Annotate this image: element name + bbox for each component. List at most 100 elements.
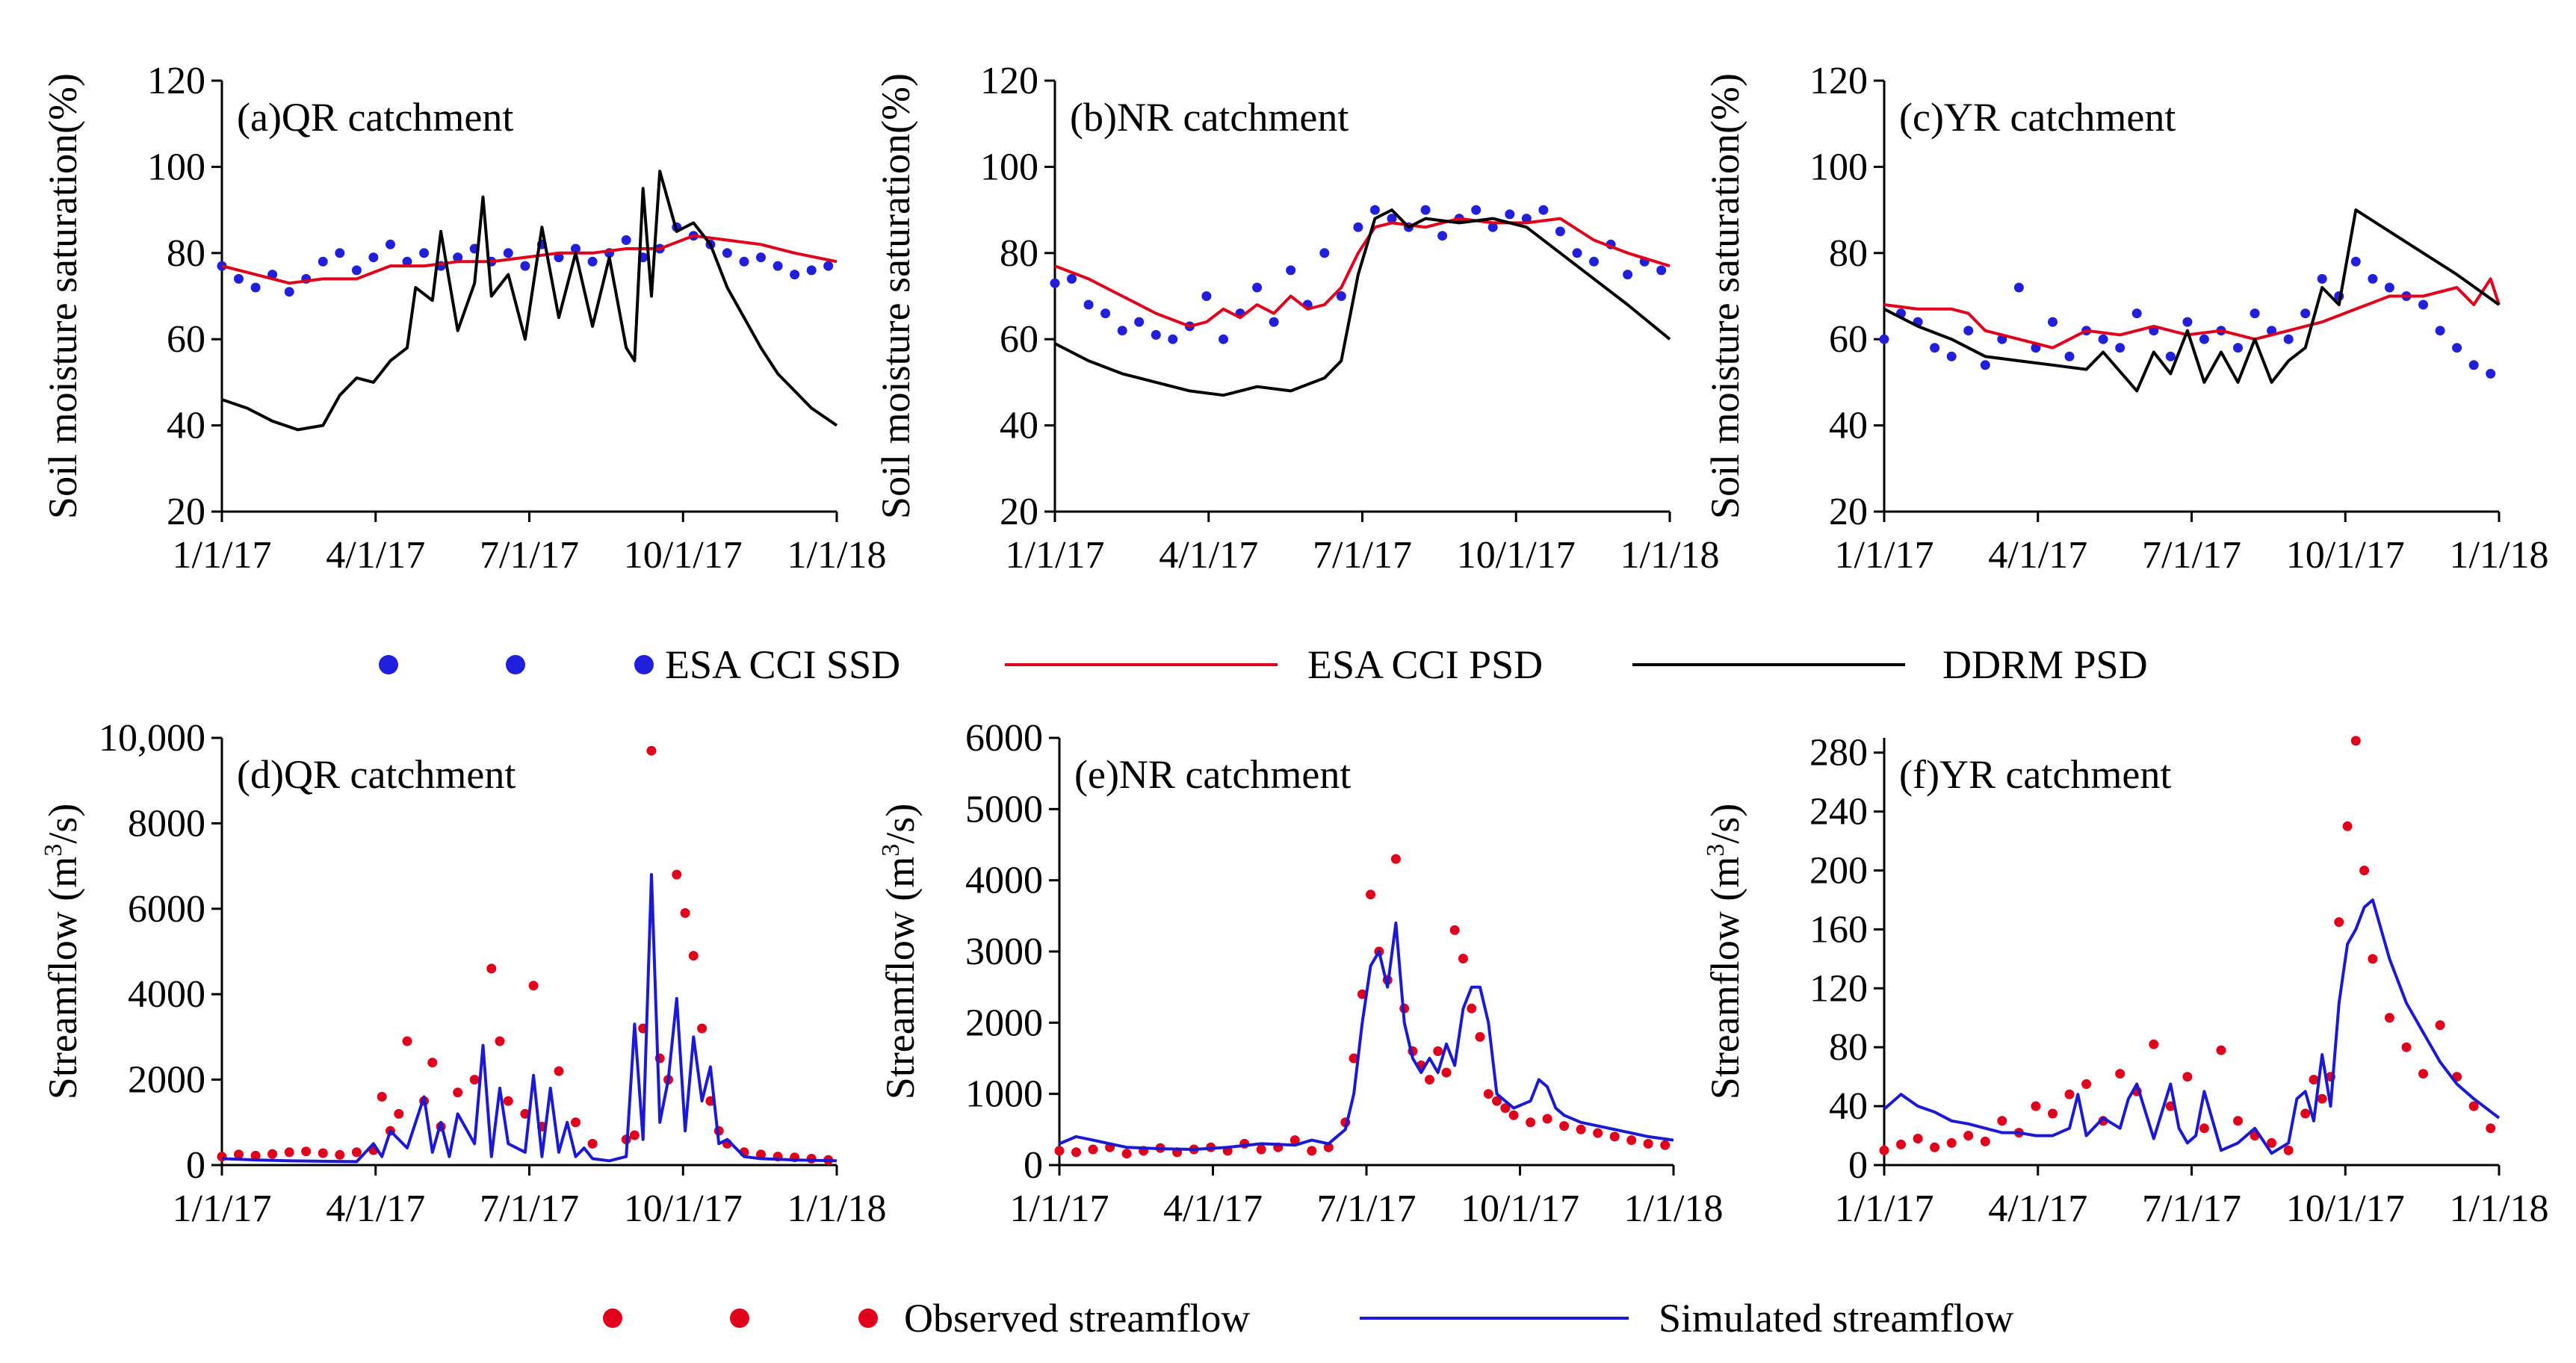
y-tick-label: 4000 — [128, 973, 205, 1016]
y-axis-label: Streamflow (m3/s) — [1702, 804, 1747, 1099]
data-point-esa-cci-ssd — [419, 248, 430, 258]
data-point-observed-streamflow — [335, 1149, 345, 1160]
y-tick-label: 40 — [1000, 405, 1038, 447]
data-point-observed-streamflow — [2216, 1045, 2226, 1055]
y-tick-label: 5000 — [965, 788, 1043, 830]
y-tick-label: 120 — [147, 60, 205, 102]
panel-title: (c)YR catchment — [1899, 95, 2176, 140]
data-point-esa-cci-ssd — [571, 243, 580, 254]
data-point-observed-streamflow — [2081, 1079, 2092, 1089]
data-point-observed-streamflow — [402, 1036, 412, 1046]
data-point-observed-streamflow — [2368, 954, 2378, 964]
data-point-observed-streamflow — [1526, 1117, 1536, 1128]
data-point-esa-cci-ssd — [756, 252, 766, 263]
series-line-simulated-streamflow — [1059, 921, 1674, 1151]
data-point-observed-streamflow — [2048, 1108, 2058, 1119]
x-tick-label: 1/1/17 — [1835, 534, 1934, 577]
data-point-observed-streamflow — [1323, 1142, 1334, 1152]
bottom-legend: Observed streamflow Simulated streamflow — [603, 1296, 2013, 1341]
data-point-observed-streamflow — [1441, 1067, 1452, 1078]
data-point-esa-cci-ssd — [520, 261, 530, 271]
y-axis-label-main: Streamflow (m — [1703, 857, 1747, 1099]
x-tick-label: 1/1/18 — [1620, 534, 1720, 577]
y-tick-label: 60 — [1000, 318, 1038, 361]
x-tick-label: 7/1/17 — [2142, 534, 2241, 577]
data-point-esa-cci-ssd — [1589, 256, 1599, 267]
data-point-observed-streamflow — [2317, 1093, 2327, 1104]
data-point-esa-cci-ssd — [2165, 351, 2176, 361]
data-point-observed-streamflow — [486, 963, 497, 974]
data-point-esa-cci-ssd — [1050, 278, 1060, 288]
data-point-observed-streamflow — [1609, 1131, 1620, 1142]
data-point-esa-cci-ssd — [587, 256, 598, 267]
y-tick-label: 200 — [1809, 850, 1868, 892]
y-tick-label: 80 — [1000, 232, 1038, 275]
data-point-observed-streamflow — [1289, 1135, 1300, 1146]
data-point-observed-streamflow — [1879, 1145, 1889, 1155]
data-point-esa-cci-ssd — [1437, 231, 1448, 241]
panel-c: 20 40 60 80 100 120 1/1/17 4/1/17 7/1/17 10/1/17 1… — [1703, 60, 2548, 577]
data-point-observed-streamflow — [453, 1087, 463, 1098]
data-point-observed-streamflow — [2064, 1089, 2075, 1099]
data-point-observed-streamflow — [2468, 1101, 2479, 1111]
data-point-observed-streamflow — [1449, 925, 1460, 935]
panel-title: (e)NR catchment — [1074, 752, 1351, 797]
data-point-observed-streamflow — [1475, 1031, 1485, 1042]
data-point-observed-streamflow — [427, 1058, 438, 1068]
y-axis-label: Soil moisture saturation(%) — [1703, 73, 1747, 519]
y-tick-label: 80 — [1829, 232, 1868, 275]
data-point-observed-streamflow — [503, 1096, 513, 1106]
data-point-observed-streamflow — [1483, 1089, 1493, 1099]
data-point-esa-cci-ssd — [1572, 248, 1582, 258]
x-tick-label: 10/1/17 — [624, 534, 743, 577]
series-line-ddrm-psd — [1054, 208, 1671, 397]
series-line-simulated-streamflow — [221, 873, 837, 1164]
data-point-observed-streamflow — [1542, 1114, 1552, 1124]
data-point-esa-cci-ssd — [2283, 334, 2294, 344]
data-point-observed-streamflow — [2309, 1075, 2319, 1085]
legend-marker-observed-streamflow — [730, 1308, 749, 1328]
y-tick-label: 240 — [1809, 791, 1868, 833]
data-point-esa-cci-ssd — [1555, 226, 1565, 237]
data-point-observed-streamflow — [2031, 1101, 2041, 1111]
data-point-observed-streamflow — [2283, 1145, 2294, 1155]
data-point-esa-cci-ssd — [2115, 343, 2125, 353]
data-point-esa-cci-ssd — [2452, 343, 2462, 353]
data-point-observed-streamflow — [680, 908, 690, 918]
data-point-esa-cci-ssd — [1168, 334, 1178, 344]
y-tick-label: 40 — [167, 405, 205, 447]
y-tick-label: 0 — [1848, 1144, 1868, 1187]
data-point-esa-cci-ssd — [1201, 291, 1212, 301]
data-point-esa-cci-ssd — [1219, 334, 1228, 344]
data-point-esa-cci-ssd — [773, 261, 783, 271]
data-point-observed-streamflow — [1576, 1124, 1586, 1134]
data-point-esa-cci-ssd — [1117, 326, 1127, 336]
y-tick-label: 40 — [1829, 405, 1868, 447]
data-point-observed-streamflow — [2384, 1013, 2394, 1023]
y-axis-label-sup: 3 — [877, 844, 905, 857]
data-point-esa-cci-ssd — [1505, 209, 1515, 220]
y-tick-label: 8000 — [128, 802, 205, 845]
data-point-observed-streamflow — [1492, 1096, 1502, 1106]
data-point-observed-streamflow — [1508, 1110, 1519, 1120]
data-point-observed-streamflow — [2300, 1108, 2311, 1119]
data-point-esa-cci-ssd — [1521, 214, 1532, 224]
y-tick-label: 100 — [147, 146, 205, 188]
data-point-esa-cci-ssd — [335, 248, 345, 258]
data-point-observed-streamflow — [1559, 1121, 1570, 1131]
data-point-observed-streamflow — [2115, 1069, 2125, 1079]
data-point-esa-cci-ssd — [2300, 308, 2311, 319]
data-point-esa-cci-ssd — [2368, 273, 2378, 284]
data-point-observed-streamflow — [1307, 1146, 1317, 1156]
data-point-esa-cci-ssd — [1980, 360, 1990, 370]
data-point-observed-streamflow — [318, 1148, 328, 1158]
data-point-observed-streamflow — [629, 1130, 640, 1140]
panel-f: 0 40 80 120 160 200 240 280 1/1/17 4/1/17 7/1/17 10… — [1702, 732, 2548, 1230]
series-line-ddrm-psd — [1883, 208, 2501, 393]
data-point-esa-cci-ssd — [234, 273, 244, 284]
y-tick-label: 100 — [1809, 146, 1868, 188]
y-tick-label: 20 — [167, 491, 205, 533]
data-point-esa-cci-ssd — [318, 256, 328, 267]
data-point-observed-streamflow — [1946, 1137, 1957, 1148]
data-point-esa-cci-ssd — [2435, 326, 2445, 336]
